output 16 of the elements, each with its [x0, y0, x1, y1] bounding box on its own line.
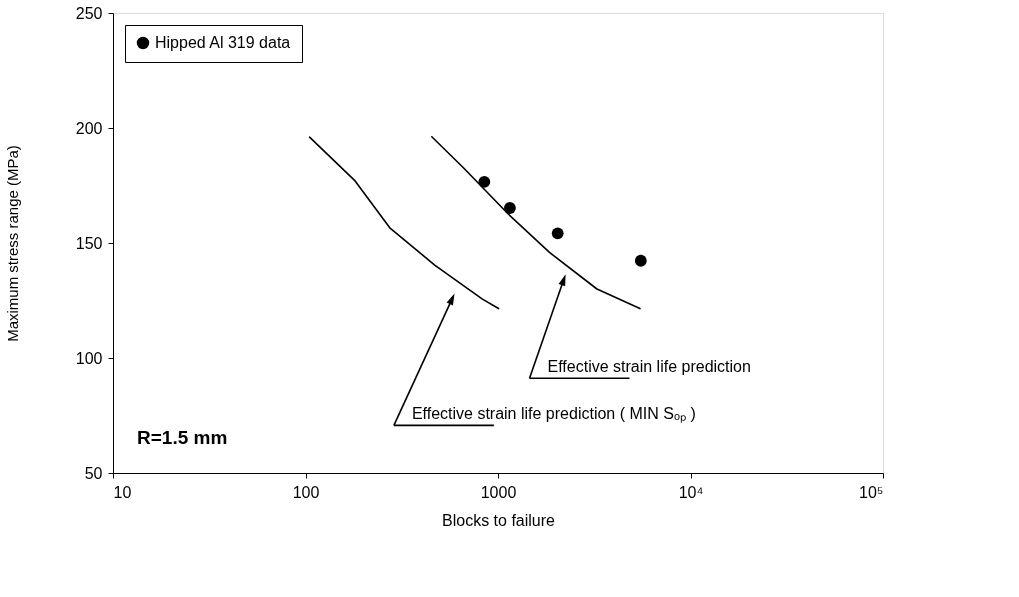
x-axis-title: Blocks to failure	[442, 511, 556, 529]
annotation: Effective strain life prediction ( MIN Sₒₚ )	[411, 405, 696, 424]
y-axis-title: Maximum stress range (MPa)	[3, 145, 21, 342]
x-tick-label: 1000	[480, 483, 517, 501]
legend-label: Hipped Al 319 data	[155, 34, 291, 51]
annotation: Effective strain life prediction	[547, 358, 751, 376]
y-tick-label: 150	[75, 234, 103, 252]
annotation: R=1.5 mm	[137, 427, 228, 448]
y-tick-label: 200	[75, 119, 103, 137]
x-tick-label: 10	[113, 483, 132, 501]
y-tick-label: 100	[75, 349, 103, 367]
x-tick-label: 10⁴	[678, 483, 704, 501]
y-tick-label: 50	[84, 464, 103, 482]
x-tick-label: 100	[292, 483, 320, 501]
y-tick-label: 250	[75, 4, 103, 22]
x-tick-label: 10⁵	[859, 483, 884, 501]
